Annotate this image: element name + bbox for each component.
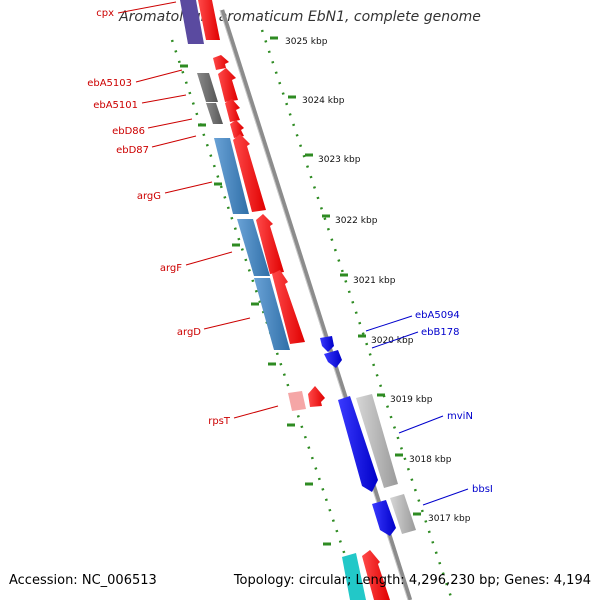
gene-label[interactable]: argD <box>177 327 201 338</box>
gene-label[interactable]: ebD87 <box>116 145 149 156</box>
gene-argD[interactable] <box>254 278 290 350</box>
leader-line <box>135 69 183 83</box>
gene-argG[interactable] <box>214 138 249 214</box>
gene-rpsT[interactable] <box>288 391 306 411</box>
gene-label[interactable]: ebD86 <box>112 126 145 137</box>
leader-line <box>203 317 251 330</box>
gene-label[interactable]: rpsT <box>208 416 231 427</box>
gene-cpx-outer[interactable] <box>198 0 220 40</box>
gene-label[interactable]: argG <box>137 191 161 202</box>
gene-labels-left: cpx ebA5103 ebA5101 ebD86 ebD87 argG arg… <box>87 1 279 427</box>
gene-label[interactable]: bbsI <box>472 484 493 495</box>
gene-argD-outer[interactable] <box>272 270 305 344</box>
gene-ebB178[interactable] <box>324 350 342 368</box>
gene-bottom-red[interactable] <box>362 550 390 600</box>
leader-line <box>422 488 469 506</box>
gene-cpx[interactable] <box>180 0 204 44</box>
gene-label[interactable]: ebA5094 <box>415 310 460 321</box>
scale-tick-label: 3017 kbp <box>428 514 471 524</box>
accession-value: NC_006513 <box>81 573 157 588</box>
gene-ebA5101[interactable] <box>206 103 223 124</box>
forward-strand-genes <box>180 0 390 600</box>
scale-tick-label: 3025 kbp <box>285 37 328 47</box>
genes-label: Genes: <box>504 573 550 588</box>
gene-label[interactable]: cpx <box>96 8 114 19</box>
gene-ebA5101-outer[interactable] <box>218 68 238 102</box>
outer-dotted-track <box>260 29 454 600</box>
scale-tick-label: 3022 kbp <box>335 216 378 226</box>
inner-track-marks <box>180 64 331 546</box>
leader-line <box>365 315 413 332</box>
topology-value: circular <box>298 573 347 588</box>
length-value: 4,296,230 bp <box>408 573 496 588</box>
accession-info: Accession: NC_006513 <box>9 573 157 588</box>
reverse-strand-genes <box>320 336 416 536</box>
leader-line <box>141 94 187 104</box>
leader-line <box>151 135 197 148</box>
leader-line <box>147 118 193 129</box>
genome-stats: Topology: circular; Length: 4,296,230 bp… <box>233 573 591 588</box>
gene-label[interactable]: argF <box>160 263 182 274</box>
scale-tick-label: 3018 kbp <box>409 455 452 465</box>
gene-ebD86[interactable] <box>225 99 240 122</box>
scale-tick-label: 3019 kbp <box>390 395 433 405</box>
leader-line <box>164 181 213 194</box>
gene-ebD87[interactable] <box>230 120 244 138</box>
gene-argF-outer[interactable] <box>256 214 284 274</box>
gene-ebA5094[interactable] <box>320 336 334 352</box>
backbone-highlight <box>219 9 409 600</box>
scale-tick-label: 3021 kbp <box>353 276 396 286</box>
leader-line <box>233 405 279 419</box>
gene-label[interactable]: mviN <box>447 411 473 422</box>
gene-argF[interactable] <box>237 219 270 276</box>
track-boundaries <box>170 29 454 600</box>
backbone-line <box>219 9 413 600</box>
gene-ebA5103[interactable] <box>197 73 218 102</box>
scale-tick-label: 3023 kbp <box>318 155 361 165</box>
leader-line <box>398 415 444 434</box>
gene-labels-right: ebA5094 ebB178 mviN bbsI <box>365 310 493 506</box>
gene-label[interactable]: ebA5101 <box>93 100 138 111</box>
gene-ebA5103-outer[interactable] <box>213 55 229 70</box>
gene-bbsI[interactable] <box>372 500 396 536</box>
gene-cyan[interactable] <box>342 553 366 600</box>
gene-mviN-outer[interactable] <box>356 394 398 488</box>
gene-mviN[interactable] <box>338 396 378 492</box>
backbone <box>219 9 413 600</box>
scale-ticks: 3025 kbp 3024 kbp 3023 kbp 3022 kbp 3021… <box>270 36 471 524</box>
gene-argG-outer[interactable] <box>233 134 266 212</box>
gene-rpsT-outer[interactable] <box>308 386 325 407</box>
scale-tick-label: 3024 kbp <box>302 96 345 106</box>
genes-value: 4,194 <box>553 573 591 588</box>
gene-label[interactable]: ebA5103 <box>87 78 132 89</box>
accession-label: Accession: <box>9 573 78 588</box>
leader-line <box>371 331 419 349</box>
leader-line <box>117 1 177 14</box>
leader-line <box>185 251 233 266</box>
gene-label[interactable]: ebB178 <box>421 327 459 338</box>
gene-bbsI-outer[interactable] <box>390 494 416 534</box>
length-label: Length: <box>355 573 405 588</box>
topology-label: Topology: <box>233 573 295 588</box>
